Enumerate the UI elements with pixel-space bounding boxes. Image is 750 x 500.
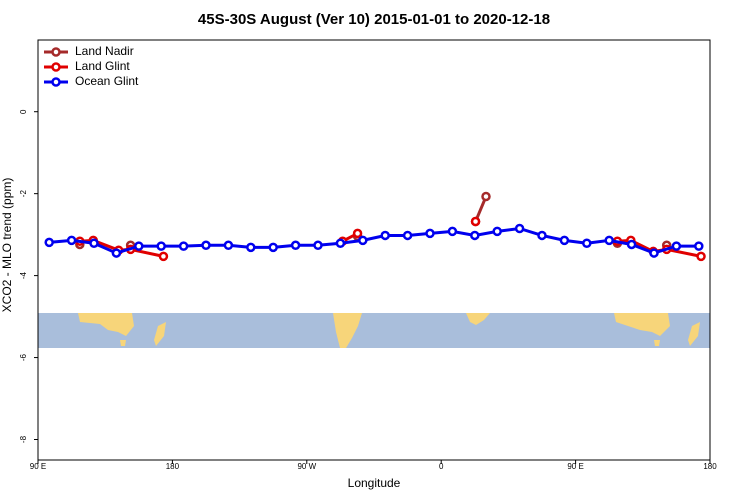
point <box>223 240 234 251</box>
point <box>352 228 363 239</box>
y-axis-label: XCO2 - MLO trend (ppm) <box>0 178 14 313</box>
point <box>158 251 169 262</box>
series-line <box>476 197 667 246</box>
point <box>481 191 491 202</box>
x-tick-label: 90 E <box>30 462 46 471</box>
point <box>201 240 211 251</box>
point <box>649 248 659 258</box>
point <box>111 248 122 258</box>
point <box>514 223 525 234</box>
point <box>604 235 614 246</box>
point <box>358 235 368 246</box>
point <box>696 251 706 262</box>
point <box>447 226 458 237</box>
point <box>470 216 481 227</box>
point <box>268 242 278 253</box>
point <box>134 241 144 251</box>
point <box>694 241 704 251</box>
map-band <box>38 313 710 348</box>
point <box>246 242 256 253</box>
point <box>671 241 682 251</box>
legend-marker <box>51 47 61 57</box>
legend-label: Land Nadir <box>75 44 134 58</box>
point <box>492 226 502 237</box>
y-tick-label: -8 <box>19 435 28 443</box>
point <box>402 230 413 241</box>
point <box>66 235 77 246</box>
point <box>425 228 435 239</box>
x-tick-label: 90 E <box>567 462 583 471</box>
point <box>559 235 570 246</box>
point <box>89 238 99 248</box>
x-tick-label: 180 <box>703 462 717 471</box>
y-tick-label: 0 <box>19 109 28 114</box>
point <box>290 240 301 251</box>
legend-label: Land Glint <box>75 59 130 73</box>
point <box>537 230 547 241</box>
x-axis-label: Longitude <box>348 476 401 490</box>
series-line <box>49 226 699 255</box>
point <box>582 238 592 248</box>
point <box>380 230 390 241</box>
legend-marker <box>51 62 61 72</box>
y-tick-label: -2 <box>19 190 28 198</box>
y-tick-label: -4 <box>19 272 28 280</box>
point <box>626 239 637 250</box>
x-tick-label: 90 W <box>297 462 316 471</box>
plot-frame <box>37 39 711 461</box>
x-tick-label: 180 <box>166 462 180 471</box>
y-tick-label: -6 <box>19 353 28 361</box>
point <box>44 237 54 248</box>
point <box>335 238 346 248</box>
point <box>178 241 189 251</box>
x-tick-label: 0 <box>439 462 444 471</box>
legend-label: Ocean Glint <box>75 74 139 88</box>
point <box>470 230 480 241</box>
chart-title: 45S-30S August (Ver 10) 2015-01-01 to 20… <box>198 11 550 28</box>
point <box>313 240 323 251</box>
legend-marker <box>51 77 61 87</box>
point <box>156 241 166 251</box>
